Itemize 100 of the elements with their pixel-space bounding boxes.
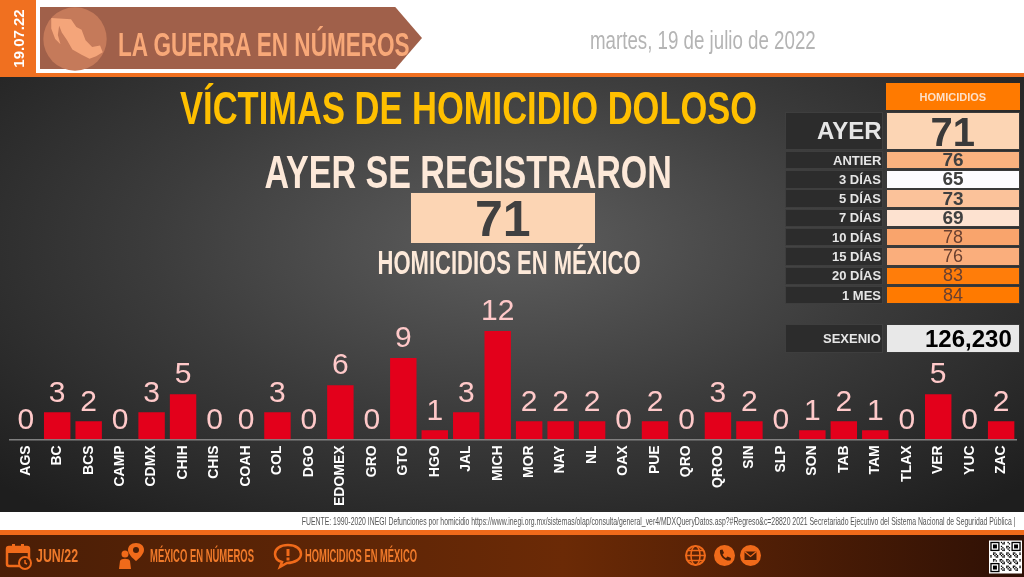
data-label: 0: [300, 401, 318, 435]
data-label: 0: [363, 401, 381, 435]
x-tick-label: QROO: [708, 445, 725, 489]
data-label: 3: [709, 374, 727, 408]
bar: [830, 421, 858, 440]
x-tick-label: CHIS: [205, 445, 222, 479]
bar: [736, 421, 763, 440]
x-tick-label: HGO: [425, 445, 442, 478]
x-tick-label: CHIH: [173, 445, 190, 480]
x-tick-label: BCS: [79, 445, 96, 475]
data-label: 0: [17, 401, 35, 435]
source-note: FUENTE: 1990-2020 INEGI Defunciones por homicidio https://www.inegi.org.mx/sistemas/olap/consulta/general_ver4/MDXQueryDatos.asp?#Regreso&c=28820 2021 Secretariado Ejecutivo del Sistema Nacional de Seguridad Pública |: [301, 515, 1016, 527]
bar: [515, 421, 543, 440]
text: 20 DÍAS: [832, 268, 882, 284]
bar: [390, 358, 417, 440]
bar: [421, 430, 448, 440]
data-label: 2: [552, 383, 569, 417]
x-tick-label: TAB: [834, 445, 851, 474]
data-label: 3: [457, 374, 475, 408]
x-tick-label: SON: [803, 445, 820, 476]
bar: [43, 412, 71, 440]
data-label: 0: [615, 401, 632, 435]
bar: [641, 421, 669, 440]
bar: [138, 412, 165, 440]
chart-title: VÍCTIMAS DE HOMICIDIO DOLOSO: [179, 81, 757, 135]
bar: [264, 412, 291, 440]
bar: [799, 430, 826, 440]
data-label: 0: [678, 401, 695, 435]
text: 78: [943, 226, 964, 248]
text: 7 DÍAS: [839, 210, 881, 226]
data-label: 0: [111, 401, 129, 435]
data-label: 3: [143, 374, 160, 408]
text: AYER: [817, 117, 882, 145]
x-tick-label: AGS: [16, 445, 33, 476]
x-tick-label: OAX: [614, 444, 631, 476]
bar: [547, 421, 574, 440]
bar: [704, 412, 732, 440]
x-tick-label: DGO: [299, 445, 316, 478]
data-label: 0: [898, 401, 916, 435]
bar: [578, 421, 606, 440]
x-tick-label: GRO: [362, 445, 379, 478]
x-tick-label: GTO: [394, 445, 411, 476]
data-label: 0: [237, 401, 255, 435]
text: 1 MES: [842, 287, 882, 303]
bar: [169, 394, 197, 440]
data-label: 12: [481, 293, 515, 327]
data-label: 3: [269, 374, 286, 408]
annotation: 126,230: [925, 324, 1012, 353]
bar: [862, 430, 889, 440]
data-label: 2: [992, 383, 1010, 417]
data-label: 1: [426, 392, 444, 426]
data-label: 2: [646, 383, 664, 417]
x-tick-label: QRO: [677, 445, 694, 478]
data-label: 2: [835, 383, 853, 417]
x-tick-label: NAY: [551, 444, 568, 474]
text: HOMICIDIOS: [919, 91, 987, 103]
data-label: 0: [961, 401, 979, 435]
bar: [924, 394, 952, 440]
x-tick-label: CDMX: [142, 444, 159, 487]
annotation: SEXENIO: [823, 331, 881, 347]
data-label: 0: [772, 401, 790, 435]
x-tick-label: COL: [268, 444, 285, 475]
x-tick-label: MICH: [488, 445, 505, 482]
x-tick-label: YUC: [960, 445, 977, 475]
x-tick-label: EDOMEX: [331, 444, 348, 507]
x-tick-label: ZAC: [992, 445, 1008, 475]
text: 5 DÍAS: [839, 191, 881, 207]
data-label: 1: [804, 392, 821, 426]
data-label: 9: [394, 320, 412, 354]
text: JUN/22: [36, 545, 79, 567]
x-tick-label: BC: [48, 445, 65, 466]
bar: [327, 385, 354, 440]
x-tick-label: MOR: [520, 445, 537, 478]
text: LA GUERRA EN NÚMEROS: [118, 24, 410, 64]
x-tick-label: PUE: [645, 445, 662, 475]
text: ANTIER: [833, 152, 882, 168]
bar: [987, 421, 1015, 440]
data-label: 1: [866, 392, 884, 426]
text: HOMICIDIOS EN MÉXICO: [305, 545, 418, 567]
text: MÉXICO EN NÚMEROS: [150, 545, 255, 567]
x-tick-label: CAMP: [110, 445, 127, 487]
data-label: 2: [520, 383, 538, 417]
bar: [453, 412, 480, 440]
bar: [484, 331, 511, 440]
data-label: 3: [48, 374, 66, 408]
text: 3 DÍAS: [839, 171, 881, 187]
data-label: 5: [929, 356, 947, 390]
text: 83: [943, 265, 964, 287]
x-tick-label: SIN: [740, 445, 757, 469]
x-tick-label: VER: [929, 445, 946, 475]
x-tick-label: SLP: [771, 445, 788, 473]
data-label: 2: [80, 383, 98, 417]
x-tick-label: TAM: [866, 445, 883, 475]
text: 10 DÍAS: [832, 229, 882, 245]
text: 84: [943, 284, 964, 306]
data-label: 5: [174, 356, 192, 390]
data-label: 0: [206, 401, 223, 435]
data-label: 2: [583, 383, 601, 417]
x-tick-label: COAH: [236, 445, 253, 487]
bar: [75, 421, 102, 440]
